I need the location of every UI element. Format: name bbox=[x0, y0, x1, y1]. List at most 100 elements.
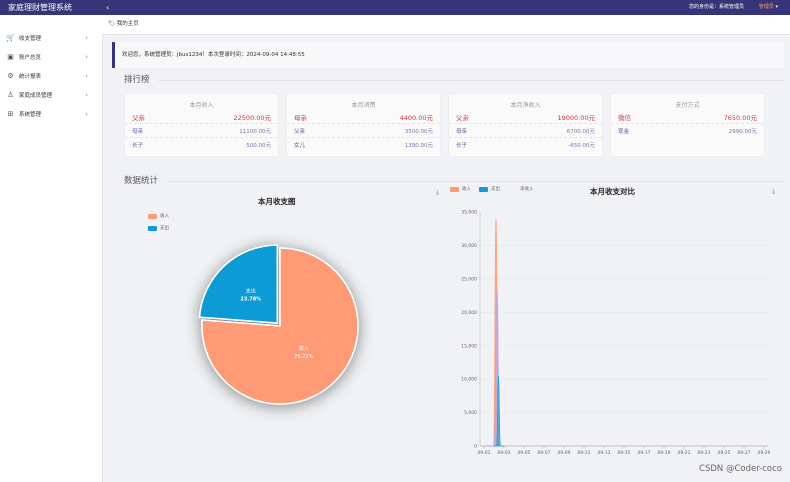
tag-icon: 🏷 bbox=[108, 21, 115, 27]
rank-card-title: 本月净收入 bbox=[510, 102, 541, 109]
sidebar: 家庭理财管理系统 🛒 收支管理 › ▣ 账户总览 › ⚙ 统计报表 › ♙ 家庭… bbox=[0, 0, 103, 482]
legend-label: 支出 bbox=[491, 187, 500, 192]
legend-swatch bbox=[450, 186, 459, 192]
x-tick-label: 09-03 bbox=[497, 450, 510, 456]
rank-row: 微信 7650.00元 bbox=[611, 110, 764, 124]
chevron-right-icon: › bbox=[85, 33, 88, 42]
rank-name: 女儿 bbox=[294, 142, 306, 149]
wallet-icon: ▣ bbox=[7, 52, 14, 61]
x-tick-label: 09-11 bbox=[577, 450, 590, 456]
area-series-expense[interactable] bbox=[493, 375, 504, 447]
download-icon[interactable]: ⤓ bbox=[436, 188, 440, 196]
pie-chart-title: 本月收支图 bbox=[258, 197, 296, 206]
x-tick-label: 09-15 bbox=[617, 450, 630, 456]
x-tick-label: 09-13 bbox=[597, 450, 610, 456]
legend-item-expense[interactable]: 支出 bbox=[479, 186, 500, 192]
legend-swatch bbox=[148, 213, 157, 219]
rank-row: 父亲 19000.00元 bbox=[449, 110, 602, 124]
x-tick-label: 09-01 bbox=[477, 450, 490, 456]
ranking-title: 排行榜 bbox=[124, 75, 150, 85]
x-tick-label: 09-25 bbox=[717, 450, 730, 456]
pie-chart: 支出 23.78% 收入 76.22% bbox=[198, 244, 359, 405]
y-tick-label: 20,000 bbox=[461, 310, 477, 316]
pie-label-value: 76.22% bbox=[294, 354, 313, 360]
rank-value: 7650.00元 bbox=[723, 113, 757, 122]
legend-item-expense[interactable]: 支出 bbox=[148, 225, 169, 231]
y-tick-label: 5,000 bbox=[464, 410, 477, 416]
x-tick-label: 09-21 bbox=[677, 450, 690, 456]
rank-card-net-income: 本月净收入 父亲 19000.00元 母亲 6700.00元 长子 -650.00元 bbox=[448, 93, 603, 157]
legend-swatch bbox=[508, 187, 517, 192]
rank-row: 母亲 4400.00元 bbox=[287, 110, 440, 124]
rank-card-title: 本月收入 bbox=[189, 102, 214, 109]
rank-value: 11100.00元 bbox=[239, 128, 271, 135]
chevron-right-icon: › bbox=[85, 52, 88, 61]
sidebar-item-label: 家庭成员管理 bbox=[19, 92, 53, 99]
rank-name: 父亲 bbox=[132, 113, 145, 122]
chevron-right-icon: › bbox=[85, 71, 88, 80]
rank-value: 22500.00元 bbox=[233, 113, 271, 122]
area-chart-title: 本月收支对比 bbox=[590, 187, 635, 196]
rank-value: 4400.00元 bbox=[399, 113, 433, 122]
x-tick-label: 09-27 bbox=[737, 450, 750, 456]
sidebar-item-income-expense[interactable]: 🛒 收支管理 › bbox=[0, 28, 102, 47]
rank-row: 母亲 6700.00元 bbox=[449, 124, 602, 138]
x-tick-label: 09-17 bbox=[637, 450, 650, 456]
rank-card-title: 支付方式 bbox=[675, 102, 700, 109]
rank-row: 长子 -650.00元 bbox=[449, 138, 602, 151]
sidebar-item-accounts[interactable]: ▣ 账户总览 › bbox=[0, 47, 102, 66]
rank-value: 3500.00元 bbox=[404, 128, 433, 135]
cart-icon: 🛒 bbox=[6, 33, 15, 42]
legend-item-income[interactable]: 收入 bbox=[450, 186, 471, 192]
legend-label: 收入 bbox=[160, 214, 169, 219]
area-chart: 0 5,000 10,000 15,000 20,000 25,000 30,000 35,0… bbox=[461, 210, 770, 456]
download-icon[interactable]: ⤓ bbox=[772, 187, 776, 195]
rank-value: 19000.00元 bbox=[557, 113, 595, 122]
collapse-sidebar-button[interactable]: ‹ bbox=[106, 3, 110, 12]
sidebar-item-label: 收支管理 bbox=[19, 35, 42, 42]
divider bbox=[166, 181, 784, 182]
pie-slice-expense[interactable] bbox=[198, 244, 279, 324]
rank-card-payment: 支付方式 微信 7650.00元 现金 2990.00元 bbox=[610, 93, 765, 157]
rank-name: 母亲 bbox=[456, 128, 468, 135]
rank-row: 长子 500.00元 bbox=[125, 138, 278, 151]
rank-name: 长子 bbox=[456, 142, 468, 149]
legend-item-income[interactable]: 收入 bbox=[148, 213, 169, 219]
user-identity: 您的身份是：系统管理员 bbox=[688, 4, 744, 10]
rank-row: 女儿 1390.00元 bbox=[287, 138, 440, 151]
rank-value: 6700.00元 bbox=[566, 128, 595, 135]
app-title: 家庭理财管理系统 bbox=[0, 0, 102, 15]
caret-down-icon: ▾ bbox=[775, 4, 778, 10]
y-tick-label: 30,000 bbox=[461, 243, 477, 249]
rank-name: 微信 bbox=[618, 113, 631, 122]
y-tick-label: 10,000 bbox=[461, 377, 477, 383]
rank-name: 父亲 bbox=[456, 113, 469, 122]
rank-name: 长子 bbox=[132, 142, 144, 149]
pie-slice-income[interactable] bbox=[201, 247, 359, 405]
chevron-right-icon: › bbox=[85, 90, 88, 99]
y-tick-label: 15,000 bbox=[461, 343, 477, 349]
sidebar-item-members[interactable]: ♙ 家庭成员管理 › bbox=[0, 85, 102, 104]
welcome-banner: 欢迎您，系统管理员：jbus1234！本次登录时间：2024-09-04 14:… bbox=[112, 42, 784, 68]
watermark: CSDN @Coder-coco bbox=[699, 464, 782, 474]
rank-value: 2990.00元 bbox=[728, 128, 757, 135]
rank-value: -650.00元 bbox=[568, 142, 595, 149]
user-menu-button[interactable]: 管理员 ▾ bbox=[759, 0, 778, 15]
rank-name: 现金 bbox=[618, 128, 630, 135]
rank-row: 现金 2990.00元 bbox=[611, 124, 764, 137]
legend-swatch bbox=[148, 225, 157, 231]
y-tick-label: 0 bbox=[474, 444, 477, 450]
y-tick-label: 25,000 bbox=[461, 276, 477, 282]
sidebar-item-reports[interactable]: ⚙ 统计报表 › bbox=[0, 66, 102, 85]
top-bar: ‹ 您的身份是：系统管理员 管理员 ▾ bbox=[102, 0, 790, 15]
tabs-bar: 🏷 我的主页 bbox=[102, 15, 790, 35]
sidebar-item-system[interactable]: ⊞ 系统管理 › bbox=[0, 104, 102, 123]
sidebar-item-label: 账户总览 bbox=[19, 54, 42, 61]
x-tick-label: 09-19 bbox=[657, 450, 670, 456]
divider bbox=[158, 80, 784, 81]
legend-item-net-income[interactable]: 净收入 bbox=[508, 186, 534, 192]
y-tick-label: 35,000 bbox=[461, 210, 477, 216]
tab-home[interactable]: 🏷 我的主页 bbox=[108, 15, 139, 34]
legend-label: 收入 bbox=[462, 187, 471, 192]
pie-label-name: 支出 bbox=[246, 287, 256, 294]
